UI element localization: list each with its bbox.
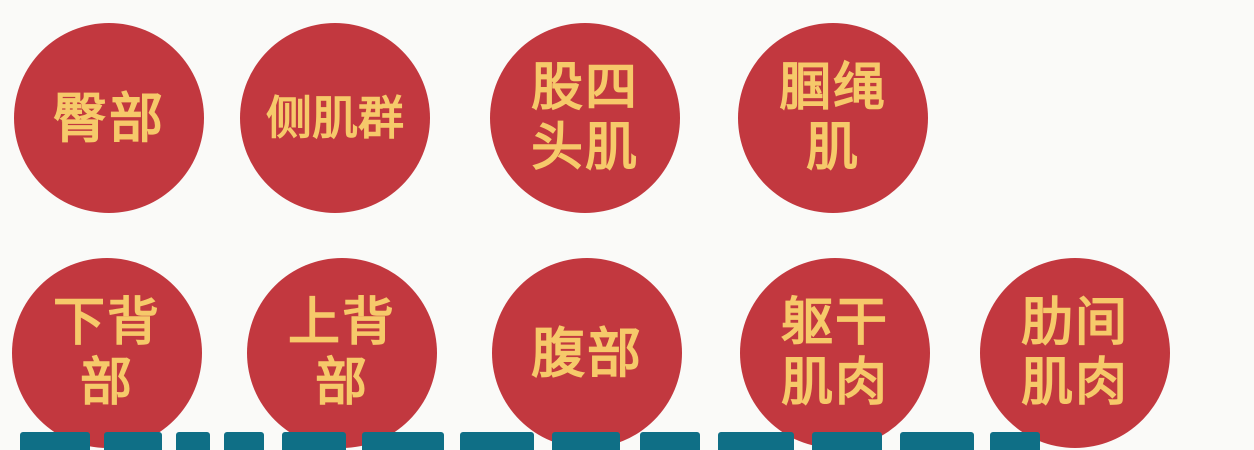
- circle-label-line: 肌肉: [780, 352, 889, 413]
- muscle-circle-upper-back: 上背 部: [247, 258, 437, 448]
- cropped-caption-fragment: [0, 432, 1060, 450]
- circle-label-line: 腘绳: [778, 57, 887, 118]
- circle-label-line: 躯干: [780, 292, 889, 353]
- muscle-circle-intercostal-muscles: 肋间 肌肉: [980, 258, 1170, 448]
- circle-label-line: 臀部: [53, 86, 165, 150]
- circle-label-line: 股四: [530, 57, 639, 118]
- muscle-circle-quadriceps: 股四 头肌: [490, 23, 680, 213]
- circle-label-line: 部: [79, 352, 134, 413]
- circle-label-line: 下背: [52, 292, 161, 353]
- circle-label-line: 肋间: [1020, 292, 1129, 353]
- muscle-circle-abdomen: 腹部: [492, 258, 682, 448]
- circle-label-line: 侧肌群: [266, 91, 404, 145]
- circle-label-line: 上背: [287, 292, 396, 353]
- muscle-circle-glutes: 臀部: [14, 23, 204, 213]
- circle-label-line: 肌肉: [1020, 352, 1129, 413]
- circle-label-line: 肌: [805, 117, 860, 178]
- circle-label-line: 腹部: [531, 321, 643, 385]
- circle-label-line: 头肌: [530, 117, 639, 178]
- muscle-circle-trunk-muscles: 躯干 肌肉: [740, 258, 930, 448]
- muscle-circle-lateral-group: 侧肌群: [240, 23, 430, 213]
- circle-label-line: 部: [314, 352, 369, 413]
- muscle-circle-lower-back: 下背 部: [12, 258, 202, 448]
- muscle-circle-hamstrings: 腘绳 肌: [738, 23, 928, 213]
